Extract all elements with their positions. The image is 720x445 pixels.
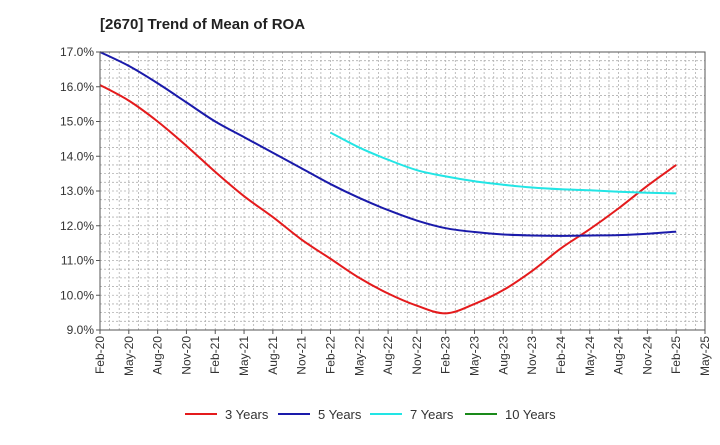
x-tick-label: May-20 (122, 336, 136, 376)
legend-item-10-years: 10 Years (465, 407, 556, 422)
y-tick-label: 17.0% (60, 45, 94, 59)
x-tick-label: May-25 (698, 336, 712, 376)
series-lines (99, 51, 677, 315)
y-tick-label: 15.0% (60, 115, 94, 129)
x-tick-label: Aug-20 (151, 336, 165, 375)
x-tick-label: May-24 (583, 336, 597, 376)
y-tick-label: 12.0% (60, 219, 94, 233)
x-tick-label: Nov-21 (295, 336, 309, 375)
x-tick-label: Nov-24 (640, 336, 654, 375)
x-tick-label: Nov-20 (179, 336, 193, 375)
chart-title: [2670] Trend of Mean of ROA (100, 16, 305, 33)
legend-item-7-years: 7 Years (370, 407, 454, 422)
y-tick-label: 11.0% (61, 254, 94, 268)
x-tick-label: Nov-23 (525, 336, 539, 375)
x-tick-label: Feb-23 (439, 336, 453, 374)
series-line-7-years (330, 131, 677, 195)
y-tick-label: 13.0% (60, 184, 94, 198)
series-line-5-years (99, 51, 677, 237)
legend: 3 Years 5 Years 7 Years 10 Years (185, 407, 556, 422)
x-tick-label: Feb-22 (323, 336, 337, 374)
x-tick-label: Aug-24 (612, 336, 626, 375)
y-tick-label: 10.0% (60, 288, 94, 302)
x-tick-label: Aug-22 (381, 336, 395, 375)
legend-label: 7 Years (410, 407, 454, 422)
x-tick-label: Nov-22 (410, 336, 424, 375)
y-axis-ticks: 17.0% 16.0% 15.0% 14.0% 13.0% 12.0% 11.0% 10.0%… (60, 45, 100, 337)
x-tick-label: Feb-25 (669, 336, 683, 374)
x-axis-ticks: Feb-20 May-20 Aug-20 Nov-20 Feb-21 May-21 Aug-… (93, 330, 712, 376)
y-tick-label: 9.0% (67, 323, 95, 337)
x-tick-label: Feb-21 (208, 336, 222, 374)
legend-label: 5 Years (318, 407, 362, 422)
legend-item-5-years: 5 Years (278, 407, 362, 422)
x-tick-label: May-22 (352, 336, 366, 376)
x-tick-label: May-21 (237, 336, 251, 376)
x-tick-label: Feb-20 (93, 336, 107, 374)
x-tick-label: Aug-21 (266, 336, 280, 375)
y-tick-label: 16.0% (60, 80, 94, 94)
x-tick-label: May-23 (468, 336, 482, 376)
legend-label: 3 Years (225, 407, 269, 422)
x-tick-label: Aug-23 (496, 336, 510, 375)
legend-item-3-years: 3 Years (185, 407, 269, 422)
y-tick-label: 14.0% (60, 149, 94, 163)
legend-label: 10 Years (505, 407, 556, 422)
x-tick-label: Feb-24 (554, 336, 568, 374)
